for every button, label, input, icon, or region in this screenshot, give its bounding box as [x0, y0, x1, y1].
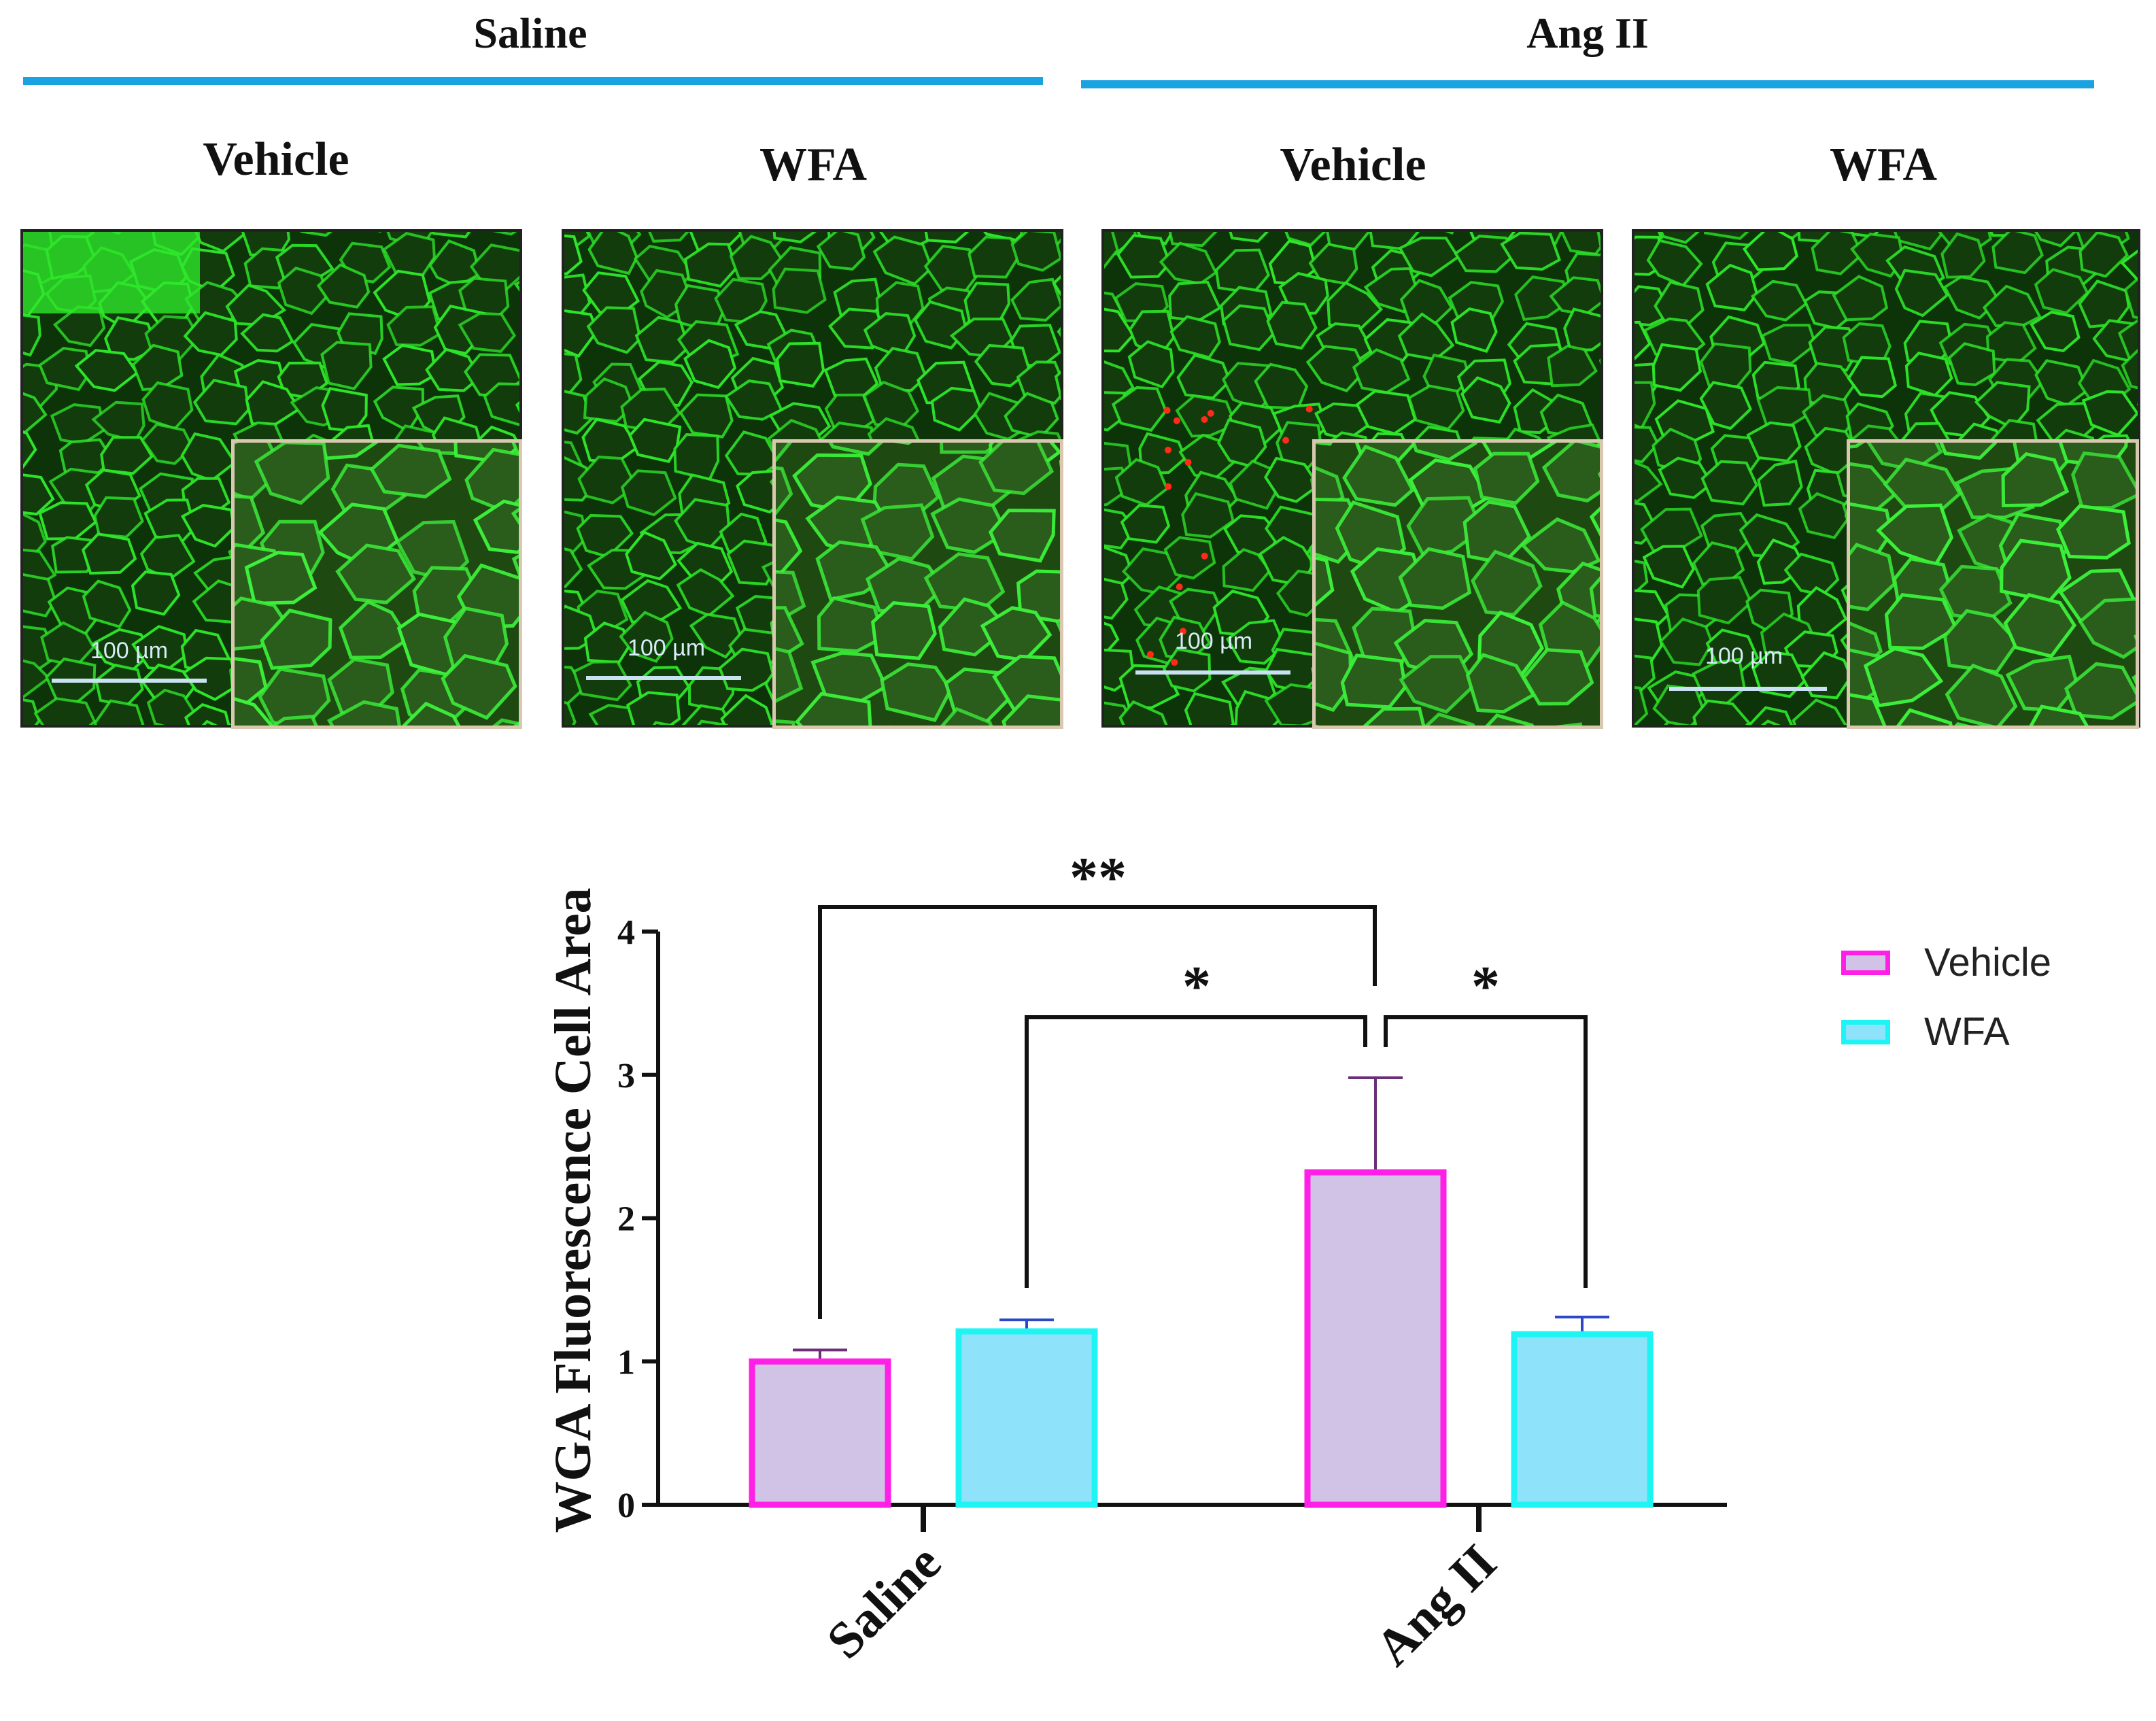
significance-bracket: [1384, 1015, 1588, 1288]
scale-label: 100 µm: [1705, 643, 1783, 669]
significance-label: *: [1471, 955, 1500, 1018]
significance-label: **: [1070, 846, 1127, 909]
inset-texture: [235, 443, 519, 726]
group-title-angii: Ang II: [1526, 9, 1649, 57]
micrograph-saline-vehicle: [20, 229, 522, 728]
group-line-angii: [1081, 80, 2094, 88]
significance-label: *: [1182, 955, 1211, 1018]
x-tick-label: Ang II: [1365, 1534, 1507, 1677]
bar-vehicle-0: [749, 1358, 891, 1508]
panel-title-saline-vehicle: Vehicle: [203, 133, 349, 186]
legend-swatch-vehicle: [1841, 951, 1890, 975]
y-tick-label: 4: [617, 913, 635, 952]
chart-axes: 0 1 2 3 4 Saline Ang II: [617, 913, 1727, 1677]
legend-label-vehicle: Vehicle: [1924, 940, 2052, 985]
y-tick-label: 3: [617, 1057, 635, 1095]
tissue-texture: [23, 232, 519, 725]
y-tick-label: 1: [617, 1343, 635, 1382]
scale-label: 100 µm: [90, 638, 169, 664]
y-tick-label: 0: [617, 1486, 635, 1525]
y-tick-label: 2: [617, 1200, 635, 1239]
legend-swatch-wfa: [1841, 1020, 1890, 1044]
significance-brackets: *** *: [818, 846, 1588, 1319]
group-title-saline: Saline: [473, 9, 587, 57]
bar-wfa-0: [955, 1328, 1098, 1508]
significance-bracket: [1025, 1015, 1367, 1288]
scale-bar: [1135, 670, 1290, 675]
inset-saline-vehicle: [231, 439, 522, 729]
inset-saline-wfa: [772, 439, 1063, 729]
legend-label-wfa: WFA: [1924, 1010, 2010, 1054]
y-axis-label: WGA Fluorescence Cell Area: [545, 887, 602, 1533]
panel-title-angii-wfa: WFA: [1829, 139, 1938, 191]
significance-bracket: [818, 905, 1377, 1319]
scale-bar: [586, 676, 741, 680]
inset-angii-wfa: [1847, 439, 2139, 729]
scale-bar: [1669, 687, 1827, 691]
panel-title-saline-wfa: WFA: [759, 139, 868, 191]
scale-bar: [52, 679, 207, 683]
inset-angii-vehicle: [1312, 439, 1603, 729]
x-tick-label: Saline: [816, 1534, 952, 1670]
chart-bars: [749, 1076, 1654, 1508]
inset-texture: [776, 443, 1060, 726]
bar-wfa-1: [1511, 1331, 1654, 1508]
group-line-saline: [23, 77, 1043, 85]
scale-label: 100 µm: [1174, 628, 1253, 654]
bar-vehicle-1: [1304, 1169, 1447, 1508]
scale-label: 100 µm: [627, 635, 706, 661]
inset-texture: [1316, 443, 1600, 726]
inset-texture: [1850, 443, 2136, 726]
panel-title-angii-vehicle: Vehicle: [1280, 139, 1426, 191]
